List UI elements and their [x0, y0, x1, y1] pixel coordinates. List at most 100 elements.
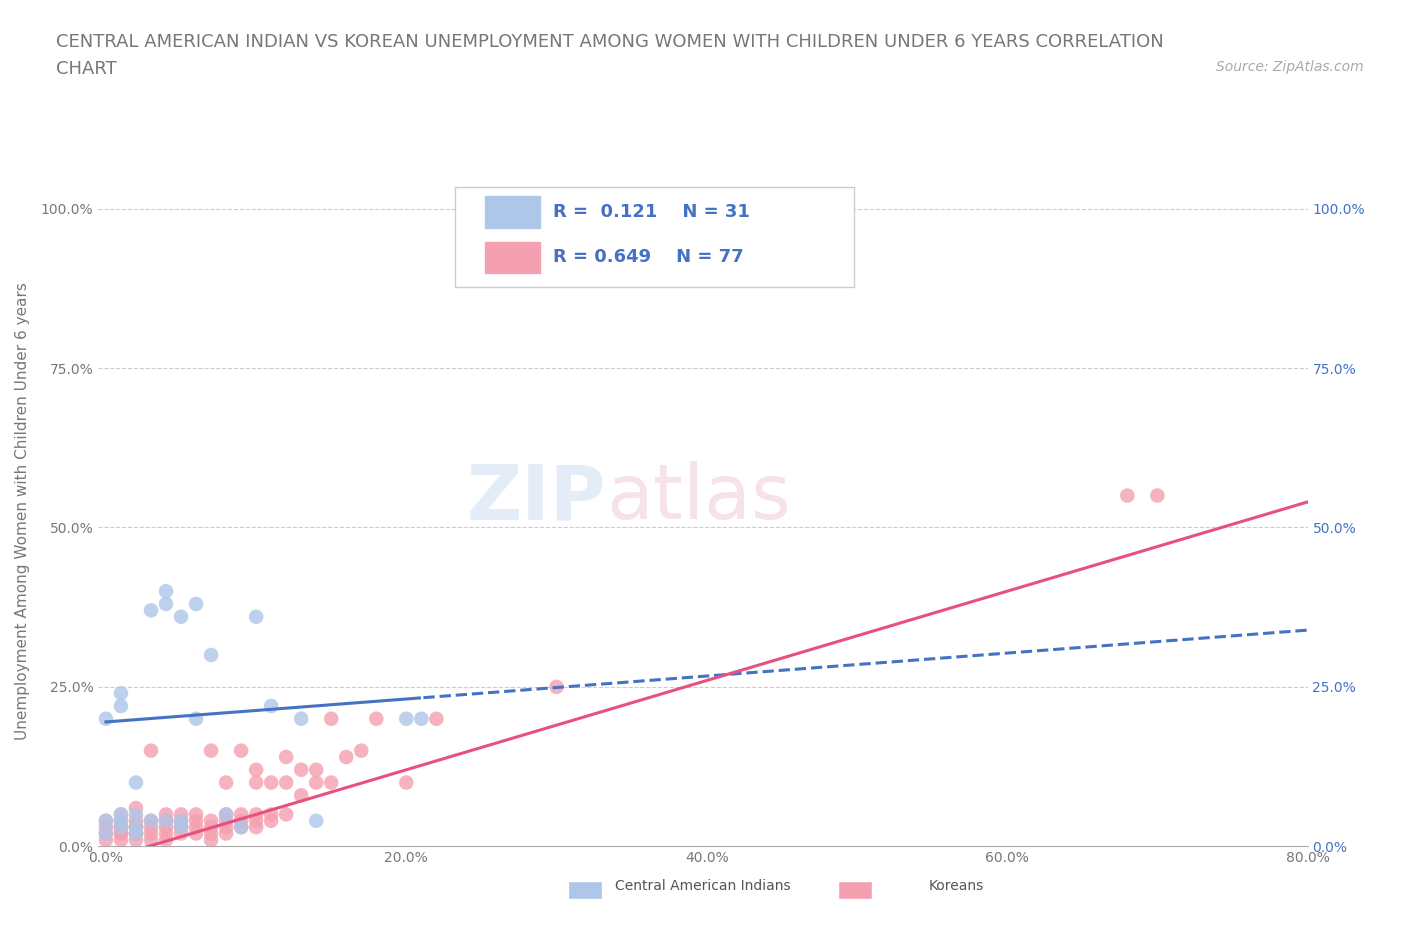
Point: [184, 711, 207, 726]
Point: [139, 743, 162, 758]
Point: [245, 763, 267, 777]
Text: R = 0.649    N = 77: R = 0.649 N = 77: [553, 248, 744, 266]
Point: [184, 596, 207, 611]
Point: [94, 832, 117, 847]
Point: [215, 819, 238, 834]
Point: [94, 826, 117, 841]
Point: [110, 826, 132, 841]
Point: [155, 832, 177, 847]
Point: [125, 826, 148, 841]
Point: [260, 775, 283, 790]
Point: [94, 814, 117, 829]
Point: [276, 807, 298, 822]
Point: [170, 826, 193, 841]
Point: [321, 711, 343, 726]
Point: [110, 698, 132, 713]
Point: [425, 711, 447, 726]
Point: [110, 807, 132, 822]
Point: [139, 814, 162, 829]
Point: [245, 609, 267, 624]
FancyBboxPatch shape: [484, 241, 541, 274]
Point: [229, 819, 252, 834]
Point: [139, 826, 162, 841]
Point: [276, 750, 298, 764]
Point: [110, 832, 132, 847]
Point: [170, 807, 193, 822]
Point: [200, 826, 222, 841]
Point: [110, 819, 132, 834]
Point: [155, 814, 177, 829]
Point: [215, 814, 238, 829]
Point: [110, 814, 132, 829]
Point: [305, 763, 328, 777]
Point: [350, 743, 373, 758]
Point: [245, 807, 267, 822]
Point: [215, 826, 238, 841]
Point: [125, 807, 148, 822]
Point: [200, 814, 222, 829]
Point: [155, 814, 177, 829]
Point: [395, 711, 418, 726]
Point: [170, 819, 193, 834]
Point: [125, 826, 148, 841]
FancyBboxPatch shape: [456, 187, 855, 287]
Point: [305, 814, 328, 829]
Point: [170, 819, 193, 834]
Point: [139, 814, 162, 829]
Point: [200, 743, 222, 758]
Point: [1146, 488, 1168, 503]
Point: [229, 814, 252, 829]
Point: [229, 819, 252, 834]
Point: [184, 819, 207, 834]
Point: [170, 814, 193, 829]
Point: [184, 807, 207, 822]
Point: [245, 819, 267, 834]
Point: [546, 680, 568, 695]
Point: [94, 819, 117, 834]
Point: [139, 603, 162, 618]
Point: [125, 801, 148, 816]
Point: [125, 832, 148, 847]
Point: [110, 819, 132, 834]
Point: [411, 711, 433, 726]
Point: [125, 775, 148, 790]
Point: [260, 698, 283, 713]
Point: [110, 814, 132, 829]
Point: [94, 814, 117, 829]
Point: [155, 814, 177, 829]
Point: [139, 819, 162, 834]
Text: atlas: atlas: [606, 461, 792, 535]
Point: [215, 807, 238, 822]
Point: [125, 819, 148, 834]
Point: [290, 788, 312, 803]
Y-axis label: Unemployment Among Women with Children Under 6 years: Unemployment Among Women with Children U…: [15, 283, 30, 740]
Point: [155, 826, 177, 841]
Point: [155, 584, 177, 599]
Point: [215, 775, 238, 790]
Point: [170, 819, 193, 834]
Point: [395, 775, 418, 790]
Point: [200, 819, 222, 834]
Point: [170, 814, 193, 829]
Text: Koreans: Koreans: [928, 879, 984, 893]
Point: [155, 807, 177, 822]
Point: [125, 819, 148, 834]
Point: [110, 807, 132, 822]
Point: [245, 775, 267, 790]
Point: [321, 775, 343, 790]
Point: [200, 647, 222, 662]
Point: [215, 807, 238, 822]
Point: [155, 819, 177, 834]
Text: CENTRAL AMERICAN INDIAN VS KOREAN UNEMPLOYMENT AMONG WOMEN WITH CHILDREN UNDER 6: CENTRAL AMERICAN INDIAN VS KOREAN UNEMPL…: [56, 33, 1164, 50]
Point: [1116, 488, 1139, 503]
Text: Central American Indians: Central American Indians: [616, 879, 790, 893]
Point: [335, 750, 357, 764]
Point: [260, 814, 283, 829]
Text: CHART: CHART: [56, 60, 117, 78]
Point: [110, 826, 132, 841]
Point: [290, 711, 312, 726]
Point: [125, 819, 148, 834]
Point: [245, 814, 267, 829]
Point: [184, 814, 207, 829]
Point: [139, 832, 162, 847]
